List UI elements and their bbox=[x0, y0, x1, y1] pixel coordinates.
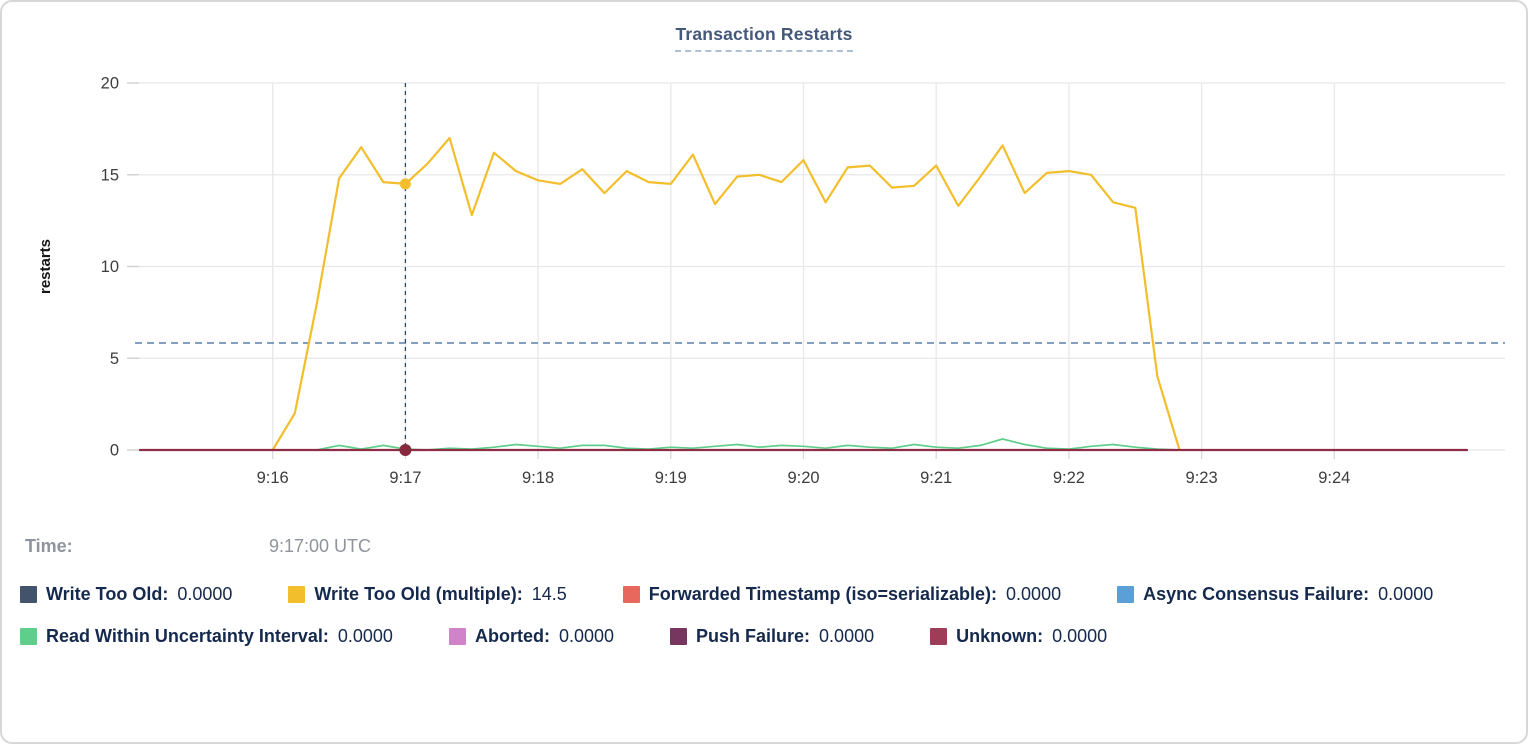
chart-legend: Write Too Old: 0.0000 Write Too Old (mul… bbox=[20, 584, 1500, 647]
chart-title[interactable]: Transaction Restarts bbox=[675, 24, 853, 52]
legend-label: Write Too Old: bbox=[46, 584, 169, 604]
legend-label: Push Failure: bbox=[696, 626, 811, 646]
legend-color-swatch bbox=[930, 628, 948, 645]
x-tick-label: 9:17 bbox=[389, 469, 421, 487]
legend-value: 0.0000 bbox=[337, 626, 393, 646]
y-tick-label: 5 bbox=[110, 350, 119, 368]
x-tick-label: 9:16 bbox=[257, 469, 289, 487]
legend-item: Unknown: 0.0000 bbox=[930, 626, 1107, 647]
legend-value: 0.0000 bbox=[1052, 626, 1108, 646]
tooltip-time-label: Time: bbox=[25, 536, 73, 556]
legend-item: Forwarded Timestamp (iso=serializable): … bbox=[622, 584, 1062, 605]
legend-label: Unknown: bbox=[956, 626, 1044, 646]
y-tick-label: 15 bbox=[101, 166, 119, 184]
x-tick-label: 9:20 bbox=[787, 469, 819, 487]
x-tick-label: 9:23 bbox=[1186, 469, 1218, 487]
tooltip-time-row: Time: 9:17:00 UTC bbox=[25, 536, 371, 557]
legend-color-swatch bbox=[1117, 586, 1135, 603]
legend-color-swatch bbox=[20, 628, 37, 645]
y-tick-label: 10 bbox=[101, 258, 119, 276]
hover-dot bbox=[399, 444, 412, 456]
legend-item: Write Too Old: 0.0000 bbox=[20, 584, 232, 605]
legend-color-swatch bbox=[622, 586, 640, 603]
chart-plot[interactable]: 0 5 10 15 20 9:16 9:17 9:18 9:19 9:20 9:21 9:22 9:23… bbox=[0, 0, 1528, 512]
y-tick-label: 0 bbox=[110, 442, 119, 460]
hover-dot bbox=[399, 178, 411, 190]
tooltip-time-value: 9:17:00 UTC bbox=[269, 536, 372, 556]
y-tick-label: 20 bbox=[101, 75, 119, 93]
legend-value: 0.0000 bbox=[177, 584, 233, 604]
legend-item: Async Consensus Failure: 0.0000 bbox=[1117, 584, 1433, 605]
legend-value: 0.0000 bbox=[1006, 584, 1062, 604]
legend-label: Aborted: bbox=[474, 626, 550, 646]
legend-color-swatch bbox=[670, 628, 688, 645]
legend-color-swatch bbox=[448, 628, 466, 645]
chart-header: Transaction Restarts bbox=[0, 24, 1528, 52]
legend-value: 0.0000 bbox=[1378, 584, 1434, 604]
x-tick-label: 9:22 bbox=[1053, 469, 1085, 487]
legend-item: Write Too Old (multiple): 14.5 bbox=[288, 584, 567, 605]
series-line-read-within-uncertainty bbox=[316, 438, 1181, 451]
legend-label: Forwarded Timestamp (iso=serializable): bbox=[648, 584, 998, 604]
x-tick-label: 9:21 bbox=[920, 469, 952, 487]
legend-value: 0.0000 bbox=[819, 626, 875, 646]
legend-value: 0.0000 bbox=[558, 626, 615, 646]
legend-label: Read Within Uncertainty Interval: bbox=[46, 626, 329, 646]
y-axis-title: restarts bbox=[37, 239, 54, 294]
legend-value: 14.5 bbox=[531, 584, 567, 604]
legend-item: Read Within Uncertainty Interval: 0.0000 bbox=[20, 626, 393, 647]
series-line-write-too-old-multiple bbox=[271, 136, 1181, 452]
legend-item: Aborted: 0.0000 bbox=[448, 626, 615, 647]
legend-color-swatch bbox=[20, 586, 37, 603]
legend-label: Write Too Old (multiple): bbox=[314, 584, 523, 604]
legend-item: Push Failure: 0.0000 bbox=[670, 626, 874, 647]
legend-label: Async Consensus Failure: bbox=[1143, 584, 1370, 604]
x-tick-label: 9:18 bbox=[522, 469, 554, 487]
legend-color-swatch bbox=[288, 586, 306, 603]
x-tick-label: 9:19 bbox=[655, 469, 687, 487]
x-tick-label: 9:24 bbox=[1318, 469, 1350, 487]
